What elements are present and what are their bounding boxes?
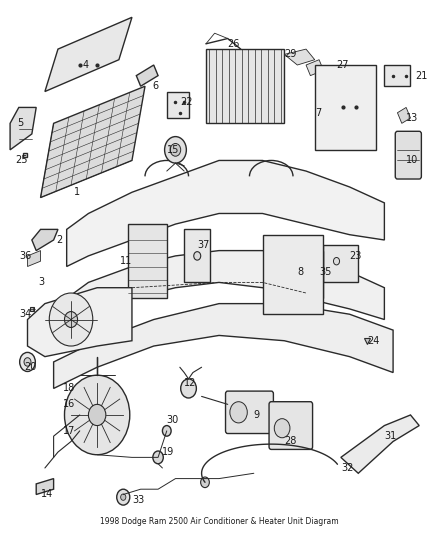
Text: 23: 23 bbox=[350, 251, 362, 261]
Text: 31: 31 bbox=[385, 431, 397, 441]
Text: 13: 13 bbox=[406, 113, 418, 123]
Circle shape bbox=[64, 375, 130, 455]
Polygon shape bbox=[45, 17, 132, 92]
Polygon shape bbox=[284, 49, 315, 65]
Text: 1: 1 bbox=[74, 187, 80, 197]
FancyBboxPatch shape bbox=[226, 391, 273, 433]
Circle shape bbox=[64, 312, 78, 327]
FancyBboxPatch shape bbox=[127, 224, 167, 298]
Text: 33: 33 bbox=[132, 495, 144, 505]
Text: 4: 4 bbox=[82, 60, 88, 70]
Text: 15: 15 bbox=[167, 145, 179, 155]
FancyBboxPatch shape bbox=[323, 245, 358, 282]
Text: 28: 28 bbox=[284, 437, 297, 447]
Text: 21: 21 bbox=[415, 70, 427, 80]
Polygon shape bbox=[397, 108, 410, 123]
Text: 35: 35 bbox=[319, 267, 332, 277]
Circle shape bbox=[165, 136, 186, 163]
Text: 16: 16 bbox=[63, 399, 75, 409]
Text: 25: 25 bbox=[15, 156, 28, 165]
Circle shape bbox=[88, 405, 106, 425]
FancyBboxPatch shape bbox=[206, 49, 284, 123]
Text: 9: 9 bbox=[254, 410, 260, 420]
Polygon shape bbox=[136, 65, 158, 86]
FancyBboxPatch shape bbox=[395, 131, 421, 179]
Text: 19: 19 bbox=[162, 447, 175, 457]
Text: 3: 3 bbox=[39, 277, 45, 287]
FancyBboxPatch shape bbox=[167, 92, 188, 118]
Circle shape bbox=[49, 293, 93, 346]
Text: 27: 27 bbox=[336, 60, 349, 70]
Polygon shape bbox=[32, 229, 58, 251]
Text: 2: 2 bbox=[56, 235, 62, 245]
FancyBboxPatch shape bbox=[293, 251, 323, 298]
Text: 12: 12 bbox=[184, 378, 197, 388]
Text: 22: 22 bbox=[180, 97, 192, 107]
Text: 24: 24 bbox=[367, 336, 379, 346]
Circle shape bbox=[20, 352, 35, 372]
Text: 14: 14 bbox=[41, 489, 53, 499]
FancyBboxPatch shape bbox=[262, 235, 323, 314]
Text: 5: 5 bbox=[17, 118, 23, 128]
Circle shape bbox=[162, 425, 171, 436]
Text: 7: 7 bbox=[315, 108, 321, 118]
Polygon shape bbox=[306, 60, 323, 76]
Circle shape bbox=[153, 451, 163, 464]
Text: 8: 8 bbox=[297, 267, 304, 277]
FancyBboxPatch shape bbox=[184, 229, 210, 282]
Text: 34: 34 bbox=[20, 309, 32, 319]
Polygon shape bbox=[28, 288, 132, 357]
Polygon shape bbox=[341, 415, 419, 473]
Text: 11: 11 bbox=[120, 256, 132, 266]
FancyBboxPatch shape bbox=[269, 402, 313, 449]
Text: 37: 37 bbox=[197, 240, 210, 251]
Text: 32: 32 bbox=[341, 463, 353, 473]
Text: 17: 17 bbox=[63, 426, 75, 436]
Polygon shape bbox=[28, 251, 41, 266]
Circle shape bbox=[333, 257, 339, 265]
Circle shape bbox=[170, 143, 181, 156]
Text: 26: 26 bbox=[228, 39, 240, 49]
Circle shape bbox=[24, 358, 31, 366]
Circle shape bbox=[120, 494, 126, 500]
FancyBboxPatch shape bbox=[385, 65, 410, 86]
Polygon shape bbox=[41, 86, 145, 198]
Circle shape bbox=[181, 379, 196, 398]
Polygon shape bbox=[36, 479, 53, 495]
Text: 6: 6 bbox=[152, 81, 158, 91]
Circle shape bbox=[201, 477, 209, 488]
Polygon shape bbox=[53, 304, 393, 389]
Text: 10: 10 bbox=[406, 156, 418, 165]
Text: 29: 29 bbox=[284, 50, 297, 59]
FancyBboxPatch shape bbox=[315, 65, 376, 150]
Polygon shape bbox=[67, 251, 385, 330]
Text: 36: 36 bbox=[20, 251, 32, 261]
Polygon shape bbox=[67, 160, 385, 266]
Polygon shape bbox=[10, 108, 36, 150]
Text: 30: 30 bbox=[167, 415, 179, 425]
Circle shape bbox=[230, 402, 247, 423]
Circle shape bbox=[194, 252, 201, 260]
Text: 20: 20 bbox=[24, 362, 36, 372]
Circle shape bbox=[117, 489, 130, 505]
Text: 18: 18 bbox=[63, 383, 75, 393]
Text: 1998 Dodge Ram 2500 Air Conditioner & Heater Unit Diagram: 1998 Dodge Ram 2500 Air Conditioner & He… bbox=[100, 518, 338, 526]
Circle shape bbox=[274, 419, 290, 438]
